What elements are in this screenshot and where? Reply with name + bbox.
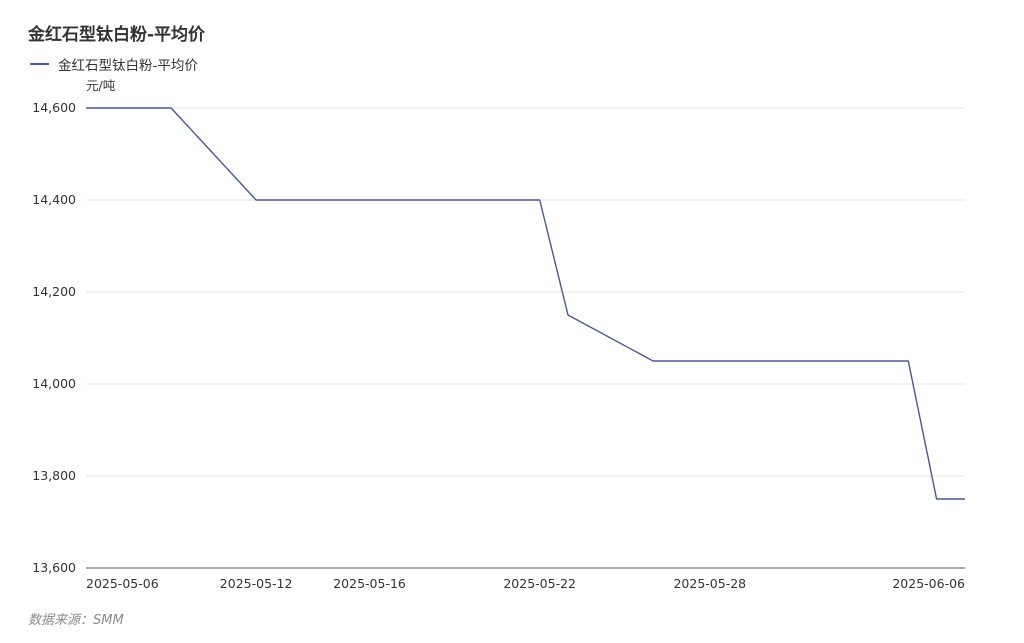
y-tick-label: 13,800 (32, 468, 76, 483)
x-tick-label: 2025-05-22 (503, 576, 576, 591)
y-axis-unit-label: 元/吨 (86, 78, 116, 93)
legend-label: 金红石型钛白粉-平均价 (58, 58, 198, 74)
series-layer (86, 107, 965, 500)
y-tick-label: 14,400 (32, 192, 76, 207)
y-tick-label: 13,600 (32, 560, 76, 575)
y-tick-label: 14,000 (32, 376, 76, 391)
y-tick-label: 14,600 (32, 100, 76, 115)
x-tick-label: 2025-05-12 (220, 576, 293, 591)
x-axis-tick-labels: 2025-05-06 2025-05-12 2025-05-16 2025-05-22… (86, 576, 965, 591)
y-axis-tick-labels: 13,600 13,800 14,000 14,200 14,400 14,600 (32, 100, 76, 575)
grid-lines (86, 107, 965, 477)
legend-line-swatch (30, 63, 49, 65)
x-tick-label: 2025-06-06 (892, 576, 965, 591)
x-tick-label: 2025-05-16 (333, 576, 406, 591)
x-tick-label: 2025-05-06 (86, 576, 159, 591)
data-source-note: 数据来源：SMM (28, 613, 124, 628)
chart-title: 金红石型钛白粉-平均价 (28, 25, 206, 45)
chart-legend[interactable]: 金红石型钛白粉-平均价 (30, 54, 198, 74)
series-line (86, 107, 965, 500)
y-tick-label: 14,200 (32, 284, 76, 299)
x-tick-label: 2025-05-28 (673, 576, 746, 591)
